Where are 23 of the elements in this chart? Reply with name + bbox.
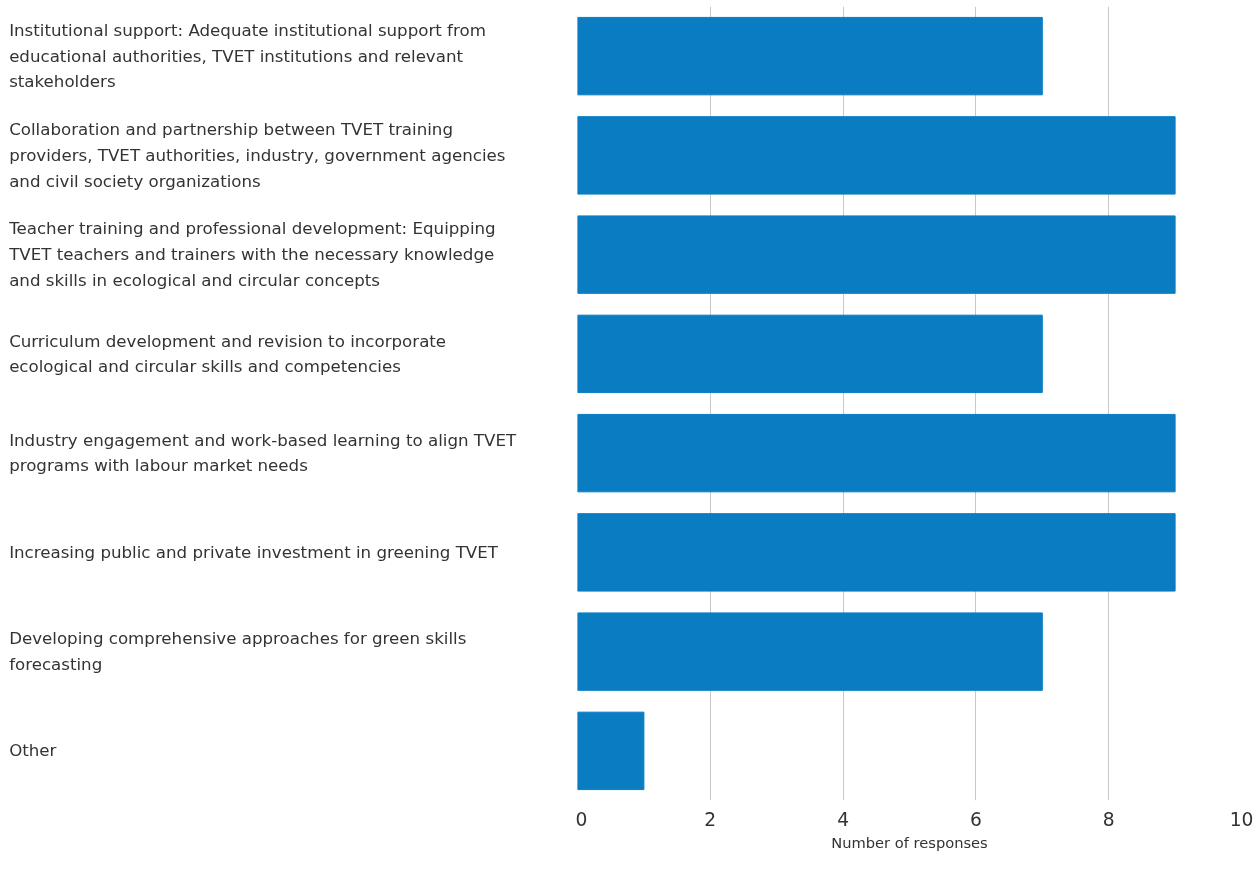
x-tick-label: 0: [575, 808, 588, 830]
y-tick-label: Collaboration and partnership between TVET training providers, TVET authorities, industry, government agencies and civil society organizations: [9, 120, 506, 191]
y-tick-label: Developing comprehensive approaches for green skills forecasting: [9, 629, 467, 674]
y-tick-label: Institutional support: Adequate institutional support from educational authorities, TVET institutions and relevant stakeholders: [9, 20, 486, 92]
x-axis-title: Number of responses: [831, 833, 988, 851]
bar: [577, 413, 1176, 493]
y-tick-label: Increasing public and private investment in greening TVET: [9, 542, 499, 562]
bar: [577, 16, 1043, 96]
y-tick-label: Industry engagement and work-based learning to align TVET programs with labour market needs: [9, 430, 517, 476]
bar: [577, 711, 645, 791]
x-tick-label: 8: [1102, 808, 1115, 830]
bar: [577, 314, 1043, 394]
bar: [577, 612, 1043, 691]
x-tick-label: 6: [969, 808, 982, 830]
x-tick-label: 2: [704, 808, 717, 830]
y-tick-label: Teacher training and professional development: Equipping TVET teachers and trainers with the necessary knowledge and skills in ecological and circular concepts: [8, 219, 496, 290]
y-tick-label: Curriculum development and revision to incorporate ecological and circular skills and competencies: [9, 331, 447, 377]
bar: [577, 116, 1176, 195]
x-tick-label: 10: [1229, 808, 1254, 830]
y-tick-label: Other: [9, 741, 57, 761]
bar: [577, 215, 1176, 294]
x-tick-label: 4: [837, 808, 850, 830]
bar: [577, 513, 1176, 592]
